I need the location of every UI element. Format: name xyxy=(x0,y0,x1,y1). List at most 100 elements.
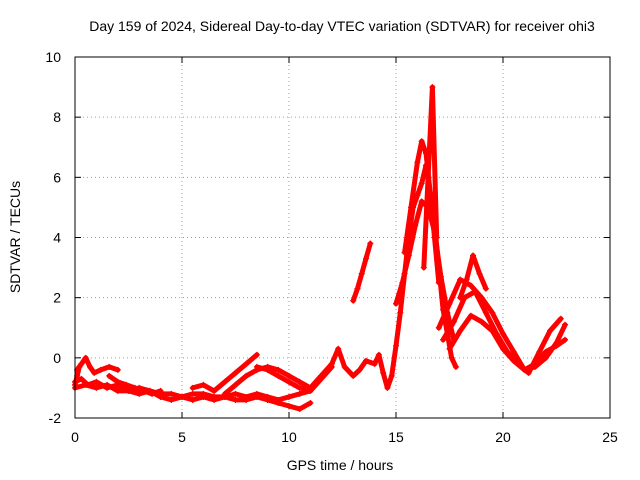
y-axis-label: SDTVAR / TECUs xyxy=(7,181,23,293)
series-track-j xyxy=(350,240,374,304)
data-point xyxy=(221,390,228,397)
data-point xyxy=(179,393,185,400)
data-point xyxy=(467,312,474,319)
y-tick-label: 8 xyxy=(53,109,61,125)
data-point xyxy=(429,84,436,91)
x-tick-label: 5 xyxy=(178,429,186,445)
data-point xyxy=(232,381,239,388)
y-tick-label: 6 xyxy=(53,169,61,185)
data-point xyxy=(286,393,292,400)
data-point xyxy=(521,366,528,373)
data-point xyxy=(149,390,156,397)
data-point xyxy=(510,357,517,364)
data-point xyxy=(384,384,391,391)
data-point xyxy=(253,393,260,400)
data-point xyxy=(393,300,399,307)
data-point xyxy=(536,348,543,355)
series-track-f xyxy=(189,351,260,394)
y-tick-label: -2 xyxy=(49,410,62,426)
data-point xyxy=(93,384,100,391)
data-point xyxy=(264,366,271,373)
data-point xyxy=(91,369,98,376)
data-point xyxy=(358,270,365,277)
data-point xyxy=(189,384,196,391)
data-point xyxy=(341,363,348,370)
data-point xyxy=(78,375,85,382)
data-point xyxy=(232,369,239,376)
data-point xyxy=(253,351,260,358)
x-tick-label: 25 xyxy=(602,429,618,445)
x-tick-label: 15 xyxy=(388,429,404,445)
data-point xyxy=(363,357,370,364)
data-point xyxy=(221,378,228,385)
series-track-n xyxy=(435,276,569,373)
data-point xyxy=(472,288,479,295)
data-point xyxy=(232,396,239,403)
series-line xyxy=(421,84,440,271)
data-point xyxy=(476,270,483,277)
data-point xyxy=(131,384,138,391)
y-tick-label: 10 xyxy=(45,49,61,65)
data-marks xyxy=(72,84,569,412)
data-point xyxy=(418,138,425,145)
data-point xyxy=(307,384,314,391)
series-track-p xyxy=(446,312,569,373)
data-point xyxy=(76,363,83,370)
data-point xyxy=(275,366,282,373)
data-point xyxy=(189,390,196,397)
data-point xyxy=(532,360,539,367)
data-point xyxy=(448,354,455,361)
data-point xyxy=(114,387,121,394)
data-point xyxy=(433,234,440,241)
data-point xyxy=(397,309,404,316)
data-point xyxy=(375,351,382,358)
data-point xyxy=(446,345,453,352)
data-point xyxy=(547,327,554,334)
data-point xyxy=(157,393,164,400)
data-point xyxy=(286,372,292,379)
data-point xyxy=(243,372,250,379)
data-point xyxy=(286,402,292,409)
data-point xyxy=(557,315,564,322)
data-point xyxy=(200,381,207,388)
data-point xyxy=(452,363,459,370)
data-point xyxy=(407,204,414,211)
data-point xyxy=(211,387,218,394)
axis-ticks: 0 5 10 15 20 25 -2 0 2 4 6 8 10 xyxy=(45,49,618,445)
data-point xyxy=(380,369,387,376)
grid-lines xyxy=(75,57,610,418)
data-point xyxy=(275,399,282,406)
data-point xyxy=(489,309,496,316)
series-line xyxy=(402,138,442,286)
data-point xyxy=(525,369,532,376)
data-point xyxy=(393,342,399,349)
data-point xyxy=(482,309,489,316)
data-point xyxy=(405,252,412,259)
data-point xyxy=(542,348,549,355)
data-point xyxy=(388,372,395,379)
data-point xyxy=(275,372,282,379)
series-track-e xyxy=(106,372,164,397)
data-point xyxy=(296,378,303,385)
data-point xyxy=(482,285,489,292)
data-point xyxy=(420,264,427,271)
series-track-b xyxy=(72,381,314,412)
data-point xyxy=(418,198,425,205)
data-point xyxy=(114,378,121,385)
series-line xyxy=(447,313,568,373)
data-point xyxy=(168,396,175,403)
data-point xyxy=(328,360,335,367)
data-point xyxy=(562,321,569,328)
data-point xyxy=(296,384,303,391)
data-point xyxy=(243,396,250,403)
data-point xyxy=(86,363,93,370)
data-point xyxy=(450,318,457,325)
data-point xyxy=(350,297,357,304)
y-tick-label: 0 xyxy=(53,350,61,366)
data-point xyxy=(457,294,464,301)
data-point xyxy=(467,282,474,289)
data-point xyxy=(253,363,260,370)
data-point xyxy=(318,372,325,379)
data-point xyxy=(123,381,130,388)
